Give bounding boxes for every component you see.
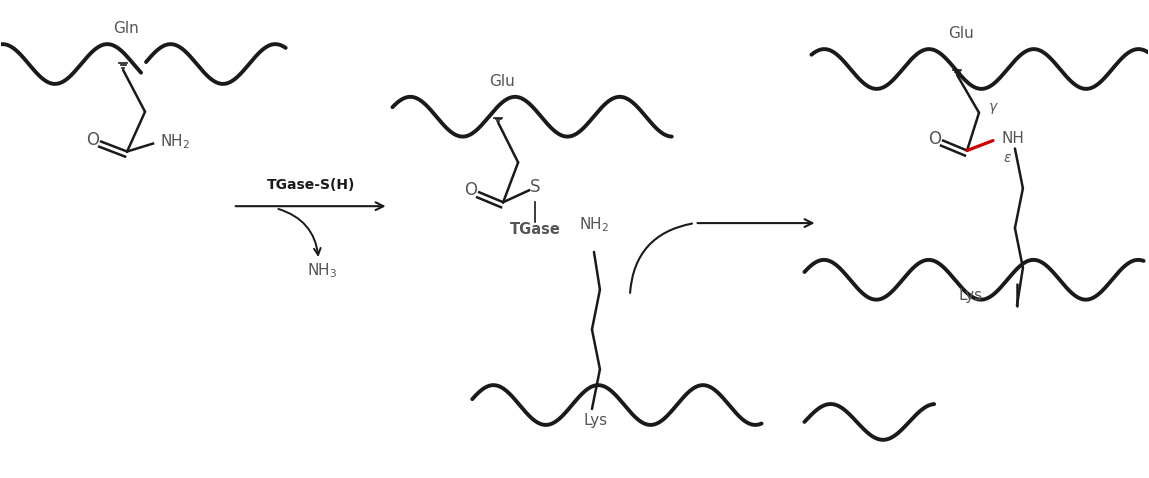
- Text: NH: NH: [1002, 131, 1025, 146]
- Text: O: O: [927, 130, 941, 148]
- Text: S: S: [530, 178, 540, 196]
- Text: TGase-S(H): TGase-S(H): [267, 178, 355, 192]
- Text: Lys: Lys: [584, 413, 608, 428]
- Text: Gln: Gln: [114, 21, 139, 36]
- Text: NH$_2$: NH$_2$: [160, 132, 191, 151]
- Text: TGase: TGase: [510, 222, 561, 237]
- Text: γ: γ: [989, 100, 997, 114]
- Text: Lys: Lys: [959, 288, 984, 303]
- Text: Glu: Glu: [948, 26, 974, 41]
- Text: O: O: [464, 181, 477, 199]
- Text: Glu: Glu: [489, 74, 515, 89]
- Text: ε: ε: [1003, 152, 1011, 165]
- Text: O: O: [86, 130, 99, 149]
- Text: NH$_3$: NH$_3$: [308, 262, 338, 281]
- Text: NH$_2$: NH$_2$: [579, 215, 609, 234]
